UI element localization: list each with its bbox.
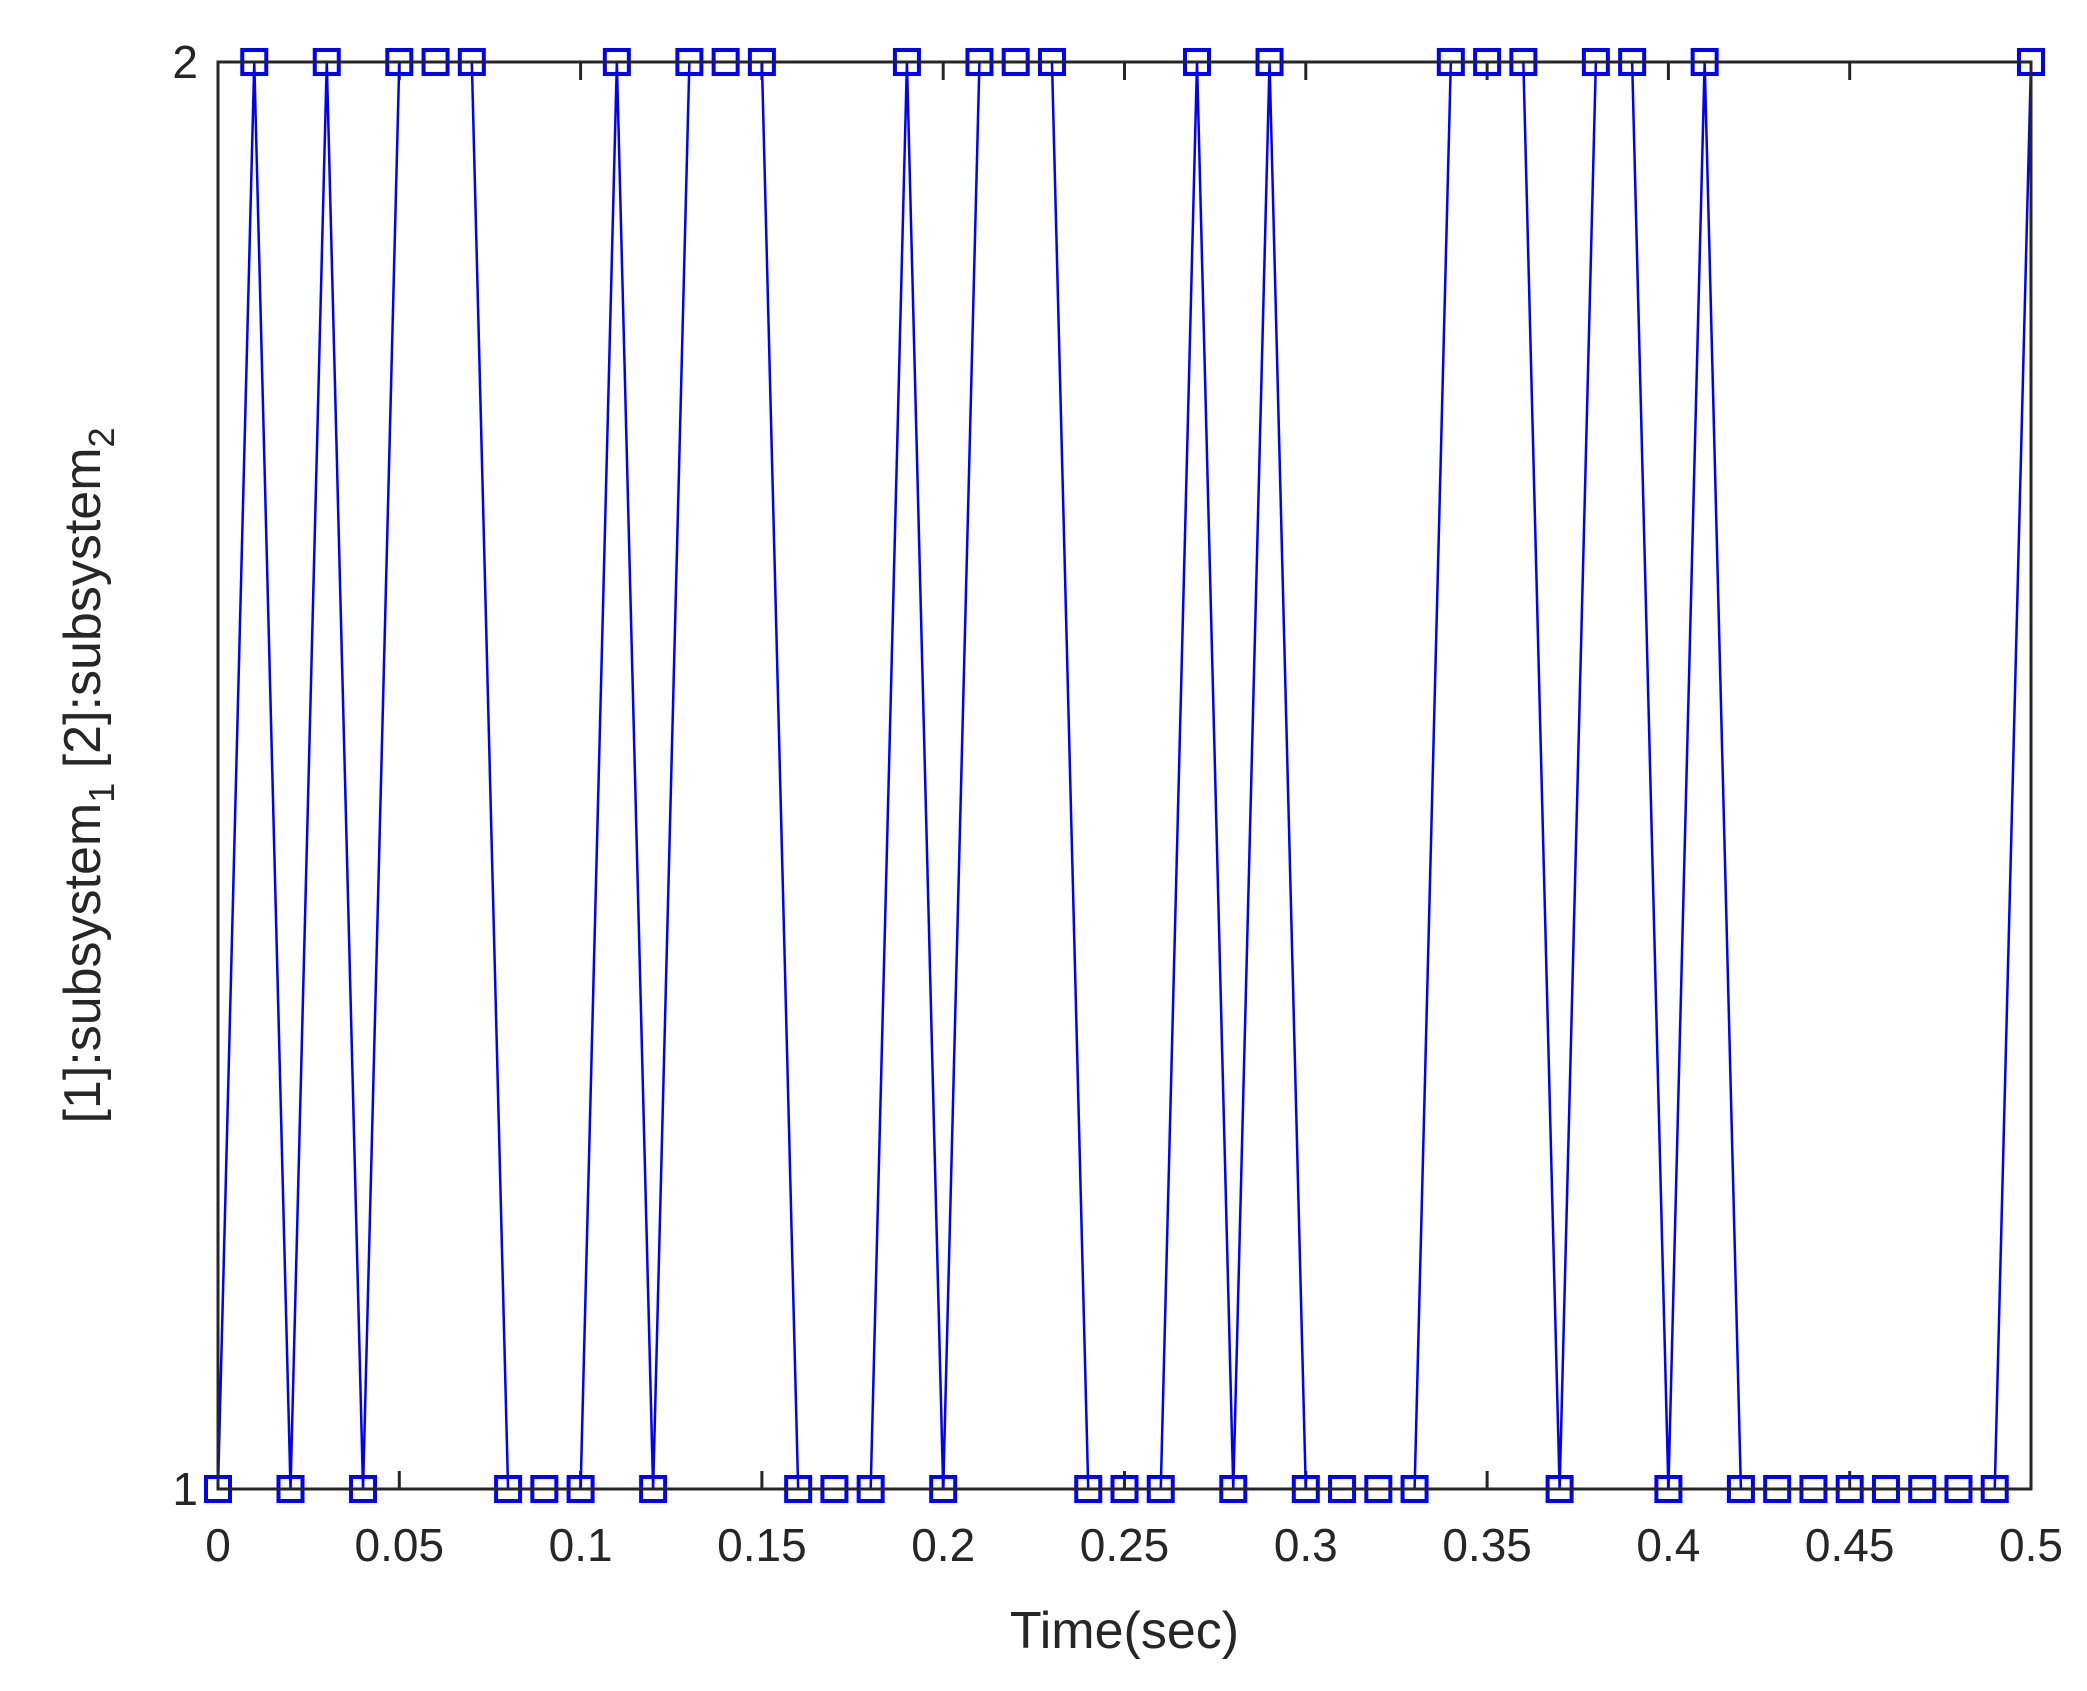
- y-label-subscript-1: 1: [81, 783, 122, 803]
- y-label-part-2: [2]:subsystem: [54, 447, 112, 782]
- x-tick-label: 0.45: [1805, 1519, 1895, 1571]
- y-label-subscript-2: 2: [81, 427, 122, 447]
- y-tick-labels: 12: [172, 36, 198, 1515]
- x-tick-labels: 0 0.05 0.1 0.15 0.2 0.25 0.3 0.35 0.4 0.45 0.5: [205, 1519, 2063, 1571]
- x-tick-label: 0: [205, 1519, 231, 1571]
- y-tick-label: 2: [172, 36, 198, 88]
- plot-frame: [216, 60, 2033, 1491]
- x-tick-label: 0.3: [1274, 1519, 1338, 1571]
- x-tick-label: 0.35: [1442, 1519, 1532, 1571]
- y-label-part-1: [1]:subsystem: [54, 803, 112, 1124]
- x-tick-label: 0.05: [355, 1519, 445, 1571]
- x-axis-label: Time(sec): [1010, 1602, 1239, 1660]
- x-tick-label: 0.4: [1636, 1519, 1700, 1571]
- plot-area: [218, 62, 2031, 1489]
- x-tick-label: 0.5: [1999, 1519, 2063, 1571]
- x-tick-label: 0.1: [549, 1519, 613, 1571]
- x-tick-label: 0.25: [1080, 1519, 1170, 1571]
- x-tick-label: 0.2: [911, 1519, 975, 1571]
- y-axis-label: [1]:subsystem1 [2]:subsystem2: [54, 427, 122, 1123]
- y-tick-label: 1: [172, 1463, 198, 1515]
- x-tick-label: 0.15: [717, 1519, 807, 1571]
